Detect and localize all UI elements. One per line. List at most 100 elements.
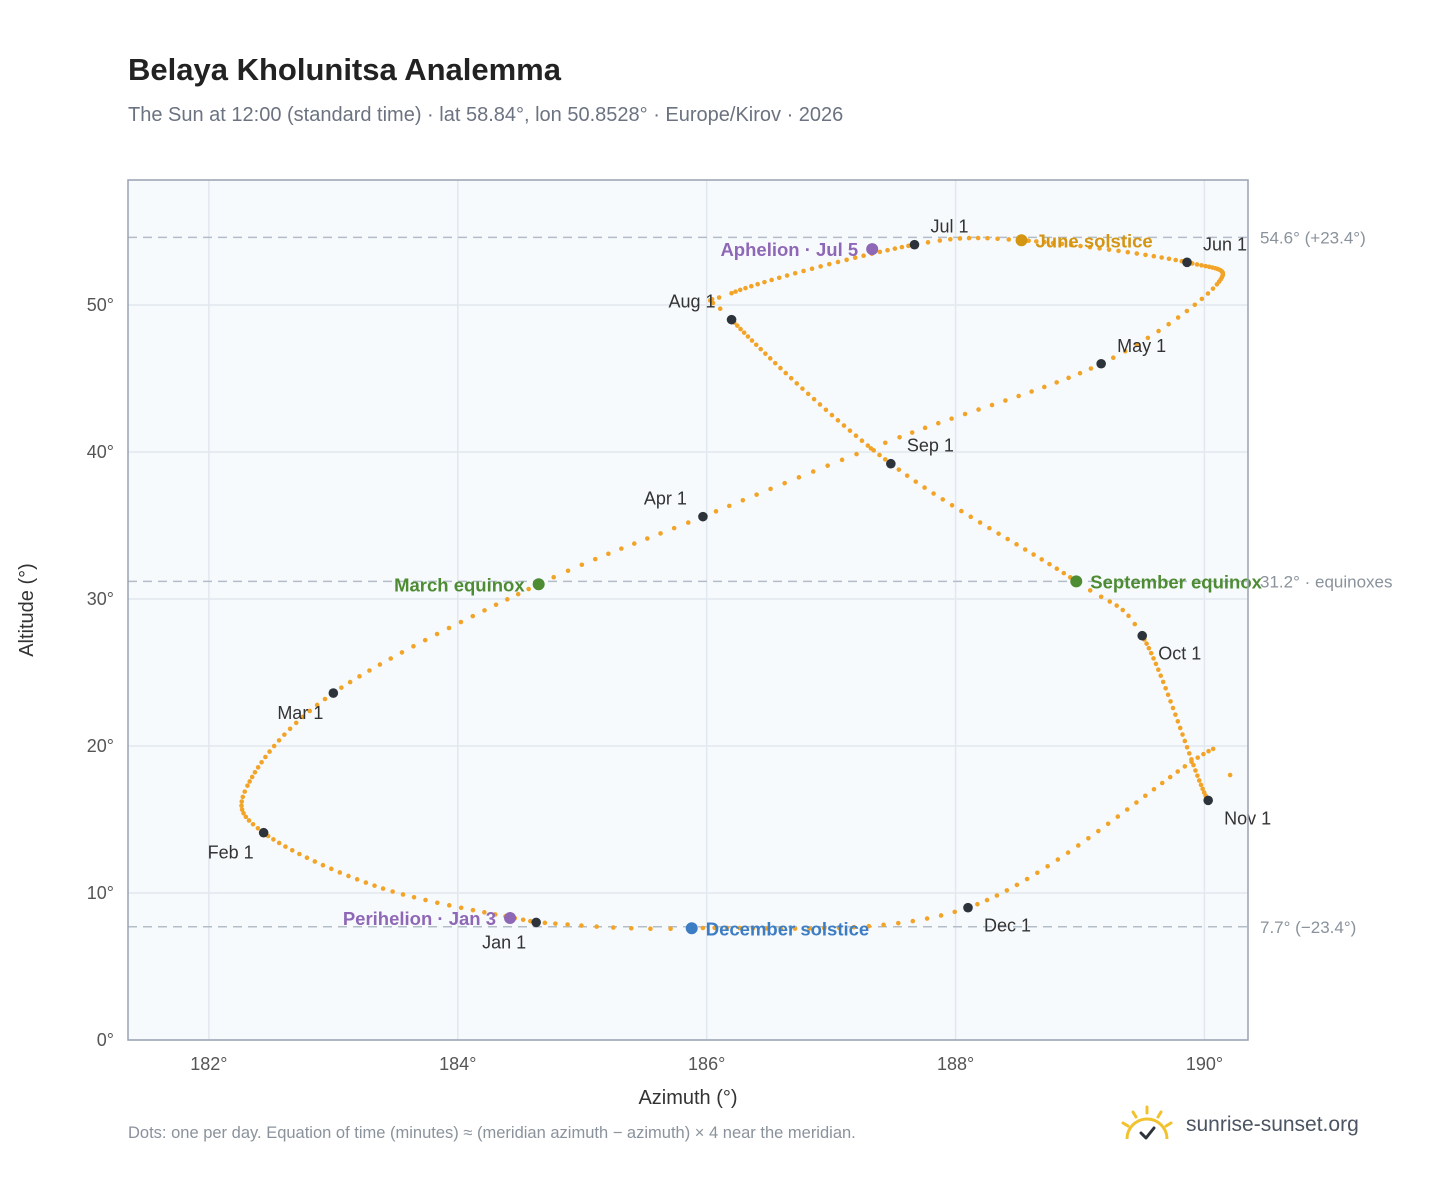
path-dot	[985, 235, 990, 241]
y-tick-label: 20°	[87, 736, 114, 756]
path-dot	[1045, 863, 1050, 869]
path-dot	[852, 255, 858, 261]
path-dot	[1120, 607, 1126, 613]
event-marker	[1070, 575, 1083, 588]
path-dot	[835, 259, 841, 265]
path-dot	[957, 236, 963, 241]
path-dot	[1006, 237, 1012, 242]
path-dot	[1210, 286, 1216, 291]
path-dot	[1026, 238, 1031, 244]
chart-title: Belaya Kholunitsa Analemma	[128, 52, 561, 87]
path-dot	[1068, 242, 1074, 248]
path-dot	[239, 799, 245, 804]
brand[interactable]: sunrise-sunset.org	[1120, 1103, 1359, 1147]
path-dot	[1177, 725, 1183, 731]
path-dot	[1196, 778, 1202, 783]
path-dot	[1116, 248, 1121, 254]
path-dot	[1029, 389, 1034, 394]
path-dot	[895, 920, 901, 926]
path-dot	[1042, 239, 1047, 245]
path-dot	[520, 917, 526, 923]
path-dot	[504, 597, 510, 602]
path-dot	[851, 924, 857, 930]
path-dot	[1184, 744, 1190, 750]
path-dot	[1088, 366, 1094, 371]
path-dot	[984, 897, 990, 903]
path-dot	[825, 463, 830, 468]
path-dot	[668, 926, 673, 932]
path-dot	[909, 430, 915, 435]
path-dot	[853, 433, 859, 439]
path-dot	[772, 360, 778, 366]
path-dot	[1193, 768, 1198, 773]
event-marker	[1015, 234, 1028, 247]
path-dot	[769, 277, 774, 283]
path-dot	[745, 334, 751, 339]
path-dot	[1173, 712, 1178, 717]
path-dot	[249, 774, 255, 780]
path-dot	[749, 283, 754, 289]
path-dot	[1189, 759, 1194, 765]
path-dot	[1096, 828, 1101, 834]
path-dot	[1166, 321, 1171, 327]
path-dot	[482, 910, 487, 915]
path-dot	[854, 451, 859, 457]
path-dot	[390, 889, 395, 894]
path-dot	[314, 702, 320, 708]
month-marker	[1182, 257, 1192, 268]
path-dot	[380, 886, 386, 891]
path-dot	[844, 257, 849, 263]
path-dot	[1004, 888, 1010, 893]
path-dot	[836, 925, 842, 931]
path-dot	[446, 625, 452, 631]
path-dot	[952, 909, 958, 915]
path-dot	[948, 236, 953, 242]
path-dot	[741, 330, 747, 335]
path-dot	[1182, 738, 1188, 744]
path-dot	[1200, 786, 1205, 792]
path-dot	[1195, 755, 1201, 760]
path-dot	[1151, 656, 1156, 661]
path-dot	[354, 877, 360, 882]
path-dot	[796, 475, 802, 480]
path-dot	[1227, 772, 1233, 778]
path-dot	[740, 498, 746, 503]
path-dot	[1086, 835, 1091, 841]
path-dot	[841, 423, 847, 428]
event-label: Perihelion · Jan 3	[343, 908, 496, 929]
path-dot	[307, 708, 313, 714]
path-dot	[1168, 699, 1173, 704]
path-dot	[871, 448, 877, 453]
path-dot	[762, 279, 767, 285]
path-dot	[1122, 348, 1128, 354]
path-dot	[783, 370, 789, 376]
path-dot	[1158, 673, 1164, 679]
path-dot	[976, 407, 981, 412]
path-dot	[764, 926, 770, 931]
month-marker	[531, 917, 541, 928]
path-dot	[372, 883, 377, 888]
path-dot	[899, 244, 905, 250]
path-dot	[282, 732, 287, 737]
y-tick-label: 10°	[87, 883, 114, 903]
month-marker-label: Feb 1	[208, 843, 254, 863]
y-axis-label: Altitude (°)	[16, 563, 38, 657]
path-dot	[778, 926, 784, 931]
path-dot	[422, 637, 428, 643]
path-dot	[750, 925, 756, 931]
path-dot	[526, 586, 531, 592]
path-dot	[1059, 241, 1065, 247]
month-marker	[963, 902, 973, 913]
path-dot	[1035, 870, 1040, 876]
path-dot	[805, 391, 811, 397]
path-dot	[1159, 255, 1164, 260]
path-dot	[565, 568, 571, 574]
path-dot	[859, 438, 865, 444]
path-dot	[271, 743, 277, 749]
path-dot	[807, 926, 812, 931]
month-marker	[886, 458, 896, 469]
plot-border	[127, 179, 1249, 1041]
event-marker	[532, 578, 545, 591]
path-dot	[726, 503, 732, 509]
